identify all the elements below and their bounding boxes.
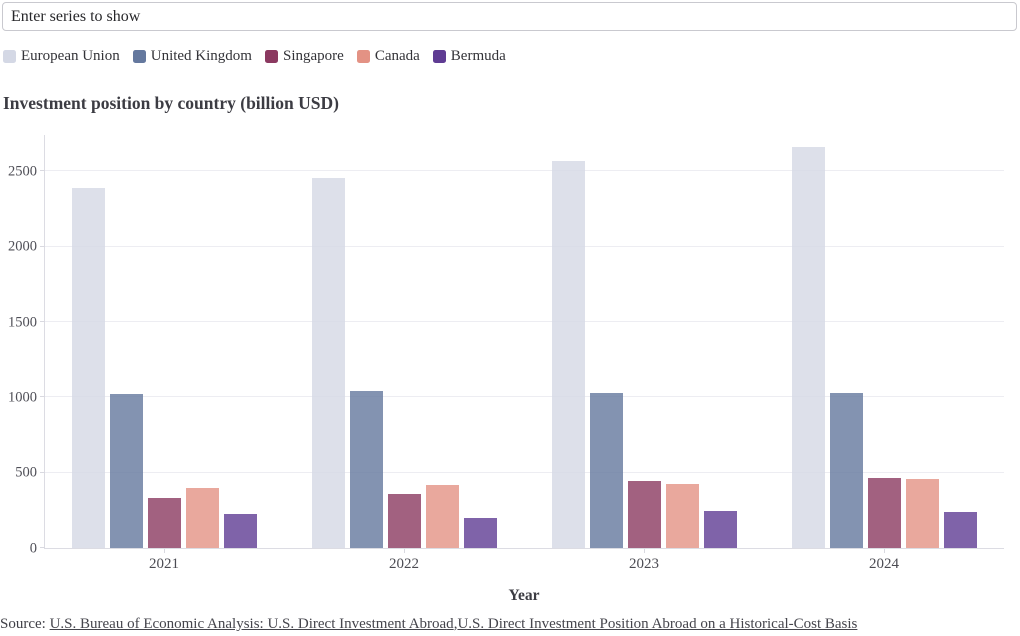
legend-label: European Union [21, 48, 120, 64]
x-tick-mark-2023 [644, 549, 645, 553]
x-axis-cell-2024: 2024 [764, 549, 1004, 573]
bar-canada-2022[interactable] [426, 485, 460, 548]
x-tick-mark-2021 [164, 549, 165, 553]
y-tick-label-1500: 1500 [8, 314, 37, 331]
bar-bermuda-2022[interactable] [464, 518, 498, 548]
source-link-historical-cost-basis[interactable]: U.S. Direct Investment Position Abroad o… [457, 616, 858, 632]
bar-united-kingdom-2022[interactable] [350, 391, 384, 548]
bar-group-2022 [285, 135, 525, 548]
bar-group-2023 [525, 135, 765, 548]
y-tick-mark-1500 [40, 321, 45, 323]
legend-item-united-kingdom[interactable]: United Kingdom [132, 48, 252, 65]
bar-group-2021 [45, 135, 285, 548]
legend-swatch-icon [132, 50, 146, 63]
y-tick-mark-2000 [40, 245, 45, 247]
source-link-direct-investment-abroad[interactable]: U.S. Bureau of Economic Analysis: U.S. D… [49, 616, 454, 632]
source-attribution: Source: U.S. Bureau of Economic Analysis… [0, 616, 857, 633]
y-tick-label-500: 500 [15, 464, 37, 481]
bar-canada-2024[interactable] [905, 478, 939, 548]
x-axis-cell-2021: 2021 [44, 549, 284, 573]
y-tick-label-2500: 2500 [8, 163, 37, 180]
bar-chart: 0 500 1000 1500 2000 2500 2021 2022 2023 2024 Ye… [2, 135, 1018, 605]
x-tick-label-2022: 2022 [389, 556, 419, 572]
bar-canada-2023[interactable] [665, 484, 699, 548]
gridline-500 [45, 471, 1004, 473]
y-tick-label-0: 0 [29, 540, 37, 556]
legend-swatch-icon [356, 50, 370, 63]
legend-label: United Kingdom [150, 48, 252, 64]
bar-united-kingdom-2021[interactable] [110, 393, 144, 548]
series-filter-input[interactable] [2, 2, 1017, 31]
bars-layer [45, 135, 1004, 548]
legend-swatch-icon [432, 50, 446, 63]
legend-item-european-union[interactable]: European Union [3, 48, 120, 65]
legend-item-singapore[interactable]: Singapore [264, 48, 344, 65]
source-prefix: Source: [0, 616, 50, 632]
bar-european-union-2022[interactable] [312, 178, 346, 548]
bar-singapore-2023[interactable] [627, 480, 661, 548]
y-tick-label-1000: 1000 [8, 389, 37, 406]
chart-app: European Union United Kingdom Singapore Can… [2, 2, 1018, 605]
bar-singapore-2024[interactable] [867, 477, 901, 548]
bar-european-union-2024[interactable] [791, 147, 825, 548]
x-axis-cell-2022: 2022 [284, 549, 524, 573]
legend-label: Bermuda [450, 48, 506, 64]
bar-canada-2021[interactable] [186, 487, 220, 548]
bar-european-union-2023[interactable] [551, 160, 585, 548]
x-tick-mark-2022 [404, 549, 405, 553]
y-tick-label-2000: 2000 [8, 238, 37, 255]
bar-european-union-2021[interactable] [72, 188, 106, 548]
legend-label: Canada [374, 48, 420, 64]
bar-united-kingdom-2023[interactable] [589, 393, 623, 548]
legend-item-canada[interactable]: Canada [356, 48, 420, 65]
bar-singapore-2022[interactable] [388, 493, 422, 548]
source-separator: , [453, 616, 458, 632]
y-tick-mark-500 [40, 471, 45, 473]
bar-bermuda-2024[interactable] [943, 511, 977, 548]
x-axis: 2021 2022 2023 2024 [44, 549, 1004, 573]
chart-legend: European Union United Kingdom Singapore Can… [3, 48, 1018, 65]
legend-label: Singapore [282, 48, 344, 64]
legend-swatch-icon [264, 50, 278, 63]
legend-swatch-icon [3, 50, 16, 63]
x-tick-label-2023: 2023 [629, 556, 659, 572]
bar-bermuda-2023[interactable] [703, 510, 737, 548]
gridline-2000 [45, 245, 1004, 247]
y-tick-mark-2500 [40, 170, 45, 172]
gridline-2500 [45, 170, 1004, 172]
x-tick-label-2024: 2024 [869, 556, 899, 572]
chart-title: Investment position by country (billion … [3, 93, 339, 113]
gridline-1500 [45, 321, 1004, 323]
legend-item-bermuda[interactable]: Bermuda [432, 48, 506, 65]
bar-singapore-2021[interactable] [148, 497, 182, 548]
y-tick-mark-0 [40, 547, 45, 548]
bar-bermuda-2021[interactable] [224, 513, 258, 548]
x-axis-cell-2023: 2023 [524, 549, 764, 573]
y-tick-mark-1000 [40, 396, 45, 398]
x-tick-label-2021: 2021 [149, 556, 179, 572]
plot-area: 0 500 1000 1500 2000 2500 [8, 135, 1004, 556]
bar-group-2024 [764, 135, 1004, 548]
bar-united-kingdom-2024[interactable] [829, 393, 863, 548]
gridline-1000 [45, 396, 1004, 398]
x-tick-mark-2024 [884, 549, 885, 553]
x-axis-title: Year [508, 587, 540, 604]
